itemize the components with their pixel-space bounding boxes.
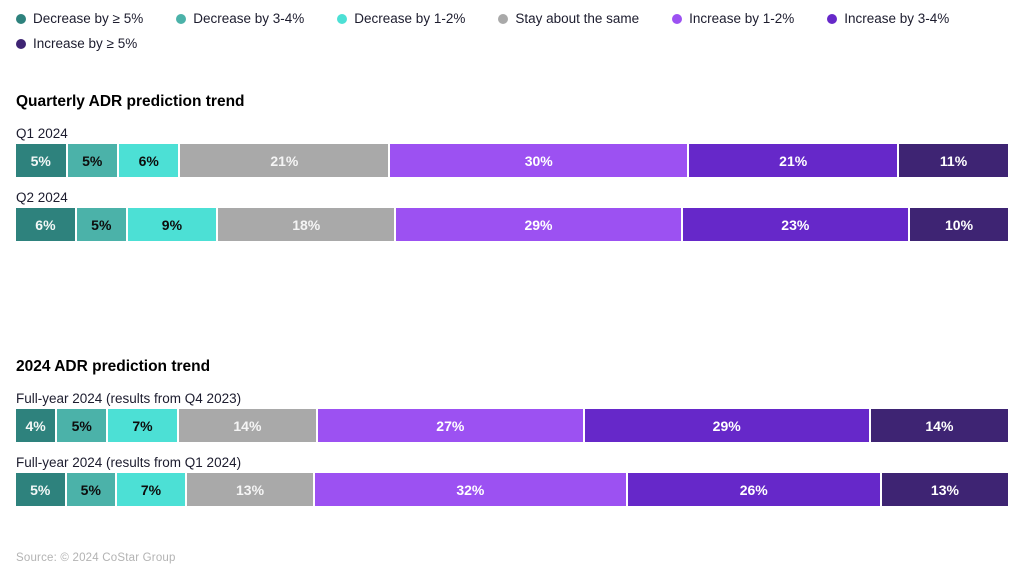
bar-row-label: Q1 2024 [16,126,68,141]
legend-item-label: Increase by ≥ 5% [33,36,138,51]
bar-row-label: Full-year 2024 (results from Q4 2023) [16,391,242,406]
bar-segment: 27% [318,409,583,442]
annual-adr-chart: Full-year 2024 (results from Q4 2023) 4% 5… [16,390,1009,506]
bar-segment: 7% [108,409,177,442]
bar-segment: 14% [178,409,316,442]
legend-item-label: Increase by 1-2% [689,11,795,26]
bar-segment: 13% [186,473,314,506]
source-credit: Source: © 2024 CoStar Group [16,552,176,564]
bar-segment: 29% [396,208,681,241]
bar-segment: 6% [119,144,179,177]
bar-segment: 7% [117,473,185,506]
bar-segment: 23% [682,208,909,241]
bar-segment: 29% [584,409,869,442]
legend-swatch-icon [176,14,187,24]
legend-item-label: Decrease by ≥ 5% [33,11,144,26]
legend-item-label: Increase by 3-4% [844,11,950,26]
bar-segment: 21% [180,144,389,177]
legend-swatch-icon [337,14,348,24]
bar-segment: 11% [899,144,1008,177]
bar-segment: 14% [870,409,1008,442]
bar-segment: 5% [67,144,117,177]
legend-swatch-icon [16,39,26,49]
bar-segment: 26% [627,473,880,506]
bar-segment: 5% [76,208,126,241]
bar-row-label: Q2 2024 [16,190,68,205]
stacked-bar-row: 5% 5% 6% 21% 30% 21% 11% [16,144,1008,177]
bar-segment: 18% [218,208,395,241]
bar-segment: 21% [689,144,898,177]
legend-item-label: Stay about the same [515,11,640,26]
legend-item-label: Decrease by 1-2% [354,11,466,26]
bar-segment: 6% [16,208,75,241]
legend-swatch-icon [672,14,683,24]
bar-segment: 10% [910,208,1009,241]
legend-item[interactable]: Increase by 3-4% [827,9,949,29]
stacked-bar-row: 4% 5% 7% 14% 27% 29% 14% [16,409,1008,442]
bar-segment: 13% [881,473,1009,506]
legend-item[interactable]: Decrease by 3-4% [176,9,304,29]
bar-segment: 5% [16,473,65,506]
report-page: Decrease by ≥ 5% Decrease by 3-4% Decrease… [0,9,1024,564]
bar-segment: 5% [57,409,107,442]
bar-segment: 4% [16,409,56,442]
chart-title-quarterly: Quarterly ADR prediction trend [16,93,245,110]
bar-segment: 5% [16,144,66,177]
legend-item[interactable]: Stay about the same [498,9,639,29]
legend: Decrease by ≥ 5% Decrease by 3-4% Decrease… [16,9,1008,54]
chart-title-annual: 2024 ADR prediction trend [16,358,211,375]
bar-segment: 5% [66,473,116,506]
legend-swatch-icon [16,14,26,24]
stacked-bar-row: 5% 5% 7% 13% 32% 26% 13% [16,473,1009,506]
bar-segment: 32% [315,473,626,506]
bar-row-label: Full-year 2024 (results from Q1 2024) [16,455,242,470]
quarterly-adr-chart: Q1 2024 5% 5% 6% 21% 30% 21% 11% Q2 2024 6% 5% 9% 18… [16,125,1009,241]
legend-item[interactable]: Decrease by 1-2% [337,9,465,29]
stacked-bar-row: 6% 5% 9% 18% 29% 23% 10% [16,208,1009,241]
legend-item[interactable]: Decrease by ≥ 5% [16,9,143,29]
bar-segment: 30% [390,144,688,177]
bar-segment: 9% [127,208,216,241]
legend-swatch-icon [827,14,838,24]
legend-item[interactable]: Increase by ≥ 5% [16,34,137,54]
legend-item-label: Decrease by 3-4% [193,11,305,26]
legend-swatch-icon [498,14,509,24]
legend-item[interactable]: Increase by 1-2% [672,9,794,29]
